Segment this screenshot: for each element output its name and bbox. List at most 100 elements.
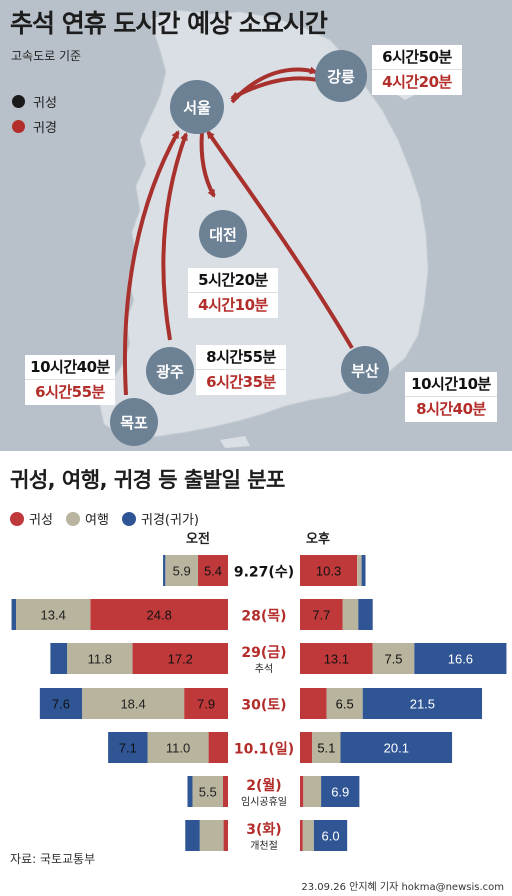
city-daejeon: 대전 — [199, 210, 247, 258]
tick-label: 3(화) — [246, 822, 281, 838]
bar-pm-homecoming — [300, 688, 327, 719]
bar-pm-return — [340, 732, 453, 763]
chart-legend-travel: 여행 — [66, 509, 109, 528]
data-label: 7.1 — [119, 741, 137, 756]
chart-title: 귀성, 여행, 귀경 등 출발일 분포 — [10, 468, 285, 492]
data-label: 5.4 — [204, 564, 222, 579]
bar-am-return — [163, 555, 166, 586]
data-label: 5.9 — [173, 564, 191, 579]
bar-am-travel — [199, 820, 224, 851]
bar-am-return — [108, 732, 148, 763]
bar-pm-travel — [326, 688, 363, 719]
chart-legend-return: 귀경(귀가) — [122, 509, 199, 528]
data-label: 5.1 — [317, 741, 335, 756]
tick-note: 개천절 — [250, 839, 278, 852]
bar-pm-return — [321, 776, 360, 807]
bar-am-homecoming — [90, 599, 228, 630]
bar-pm-homecoming — [300, 732, 313, 763]
data-label: 17.2 — [168, 652, 193, 667]
return-time: 4시간20분 — [382, 73, 452, 91]
bar-am-homecoming — [223, 820, 228, 851]
bar-am-homecoming — [184, 688, 228, 719]
data-label: 20.1 — [384, 741, 409, 756]
legend-label: 귀성 — [29, 513, 53, 528]
bar-pm-return — [313, 820, 348, 851]
data-label: 11.8 — [88, 652, 112, 667]
bar-am-homecoming — [208, 732, 228, 763]
data-label: 6.5 — [336, 697, 354, 712]
tick-note: 임시공휴일 — [241, 795, 287, 808]
bar-pm-homecoming — [300, 599, 343, 630]
homecoming-time: 5시간20분 — [188, 268, 278, 293]
page-subtitle: 고속도로 기준 — [11, 49, 82, 63]
time-box-mokpo: 10시간40분 6시간55분 — [25, 355, 115, 405]
legend-dot-icon — [12, 95, 25, 108]
legend-swatch-icon — [122, 511, 136, 526]
data-label: 6.0 — [321, 829, 339, 844]
data-label: 11.0 — [166, 741, 190, 756]
legend-label: 귀경(귀가) — [141, 513, 199, 528]
legend-swatch-icon — [10, 511, 24, 526]
bar-am-travel — [67, 643, 133, 674]
tick-label: 28(목) — [241, 609, 286, 625]
time-box-gwangju: 8시간55분 6시간35분 — [196, 345, 286, 395]
credit-line: 23.09.26 안지혜 기자 hokma@newsis.com — [301, 882, 504, 893]
bar-am-travel — [82, 688, 185, 719]
bar-am-homecoming — [223, 776, 228, 807]
bar-am-homecoming — [132, 643, 228, 674]
bar-pm-travel — [342, 599, 359, 630]
homecoming-time: 10시간10분 — [405, 372, 497, 397]
legend-label: 귀성 — [33, 96, 57, 111]
bar-pm-travel — [302, 820, 314, 851]
homecoming-time: 10시간40분 — [25, 355, 115, 380]
bar-am-return — [39, 688, 83, 719]
bar-am-homecoming — [198, 555, 228, 586]
tick-label: 29(금) — [241, 645, 286, 661]
data-label: 7.5 — [384, 652, 402, 667]
data-label: 7.6 — [52, 697, 70, 712]
map-panel: 추석 연휴 도시간 예상 소요시간 고속도로 기준 귀성 귀경 서울 강릉 대전… — [0, 0, 512, 451]
tick-label: 10.1(일) — [234, 742, 294, 758]
data-label: 16.6 — [448, 652, 473, 667]
tick-label: 30(토) — [241, 698, 286, 714]
tick-label: 9.27(수) — [234, 565, 294, 581]
return-time: 4시간10분 — [198, 296, 268, 314]
page-title: 추석 연휴 도시간 예상 소요시간 — [10, 9, 328, 38]
return-time: 6시간55분 — [35, 383, 105, 401]
bar-pm-return — [358, 599, 373, 630]
bar-pm-homecoming — [300, 555, 358, 586]
legend-label: 여행 — [85, 513, 109, 528]
bar-am-travel — [165, 555, 199, 586]
bar-pm-travel — [303, 776, 322, 807]
data-label: 18.4 — [120, 697, 145, 712]
city-seoul: 서울 — [170, 80, 224, 134]
data-label: 24.8 — [147, 608, 172, 623]
data-label: 10.3 — [316, 564, 341, 579]
bar-pm-homecoming — [300, 776, 304, 807]
bar-pm-travel — [357, 555, 362, 586]
data-label: 13.1 — [324, 652, 349, 667]
bar-am-travel — [147, 732, 209, 763]
return-time: 6시간35분 — [206, 373, 276, 391]
data-label: 5.5 — [199, 785, 217, 800]
column-label-am: 오전 — [186, 532, 210, 547]
homecoming-time: 6시간50분 — [372, 45, 462, 70]
bar-am-return — [50, 643, 68, 674]
route-gwangju — [161, 132, 188, 341]
bar-pm-return — [362, 688, 483, 719]
data-label: 21.5 — [410, 697, 435, 712]
city-gwangju: 광주 — [146, 347, 194, 395]
bar-am-travel — [192, 776, 224, 807]
time-box-busan: 10시간10분 8시간40분 — [405, 372, 497, 422]
route-busan — [206, 130, 354, 350]
bar-pm-travel — [372, 643, 415, 674]
time-box-daejeon: 5시간20분 4시간10분 — [188, 268, 278, 318]
legend-dot-icon — [12, 120, 25, 133]
legend-return: 귀경 — [12, 117, 57, 136]
legend-homecoming: 귀성 — [12, 92, 57, 111]
route-daejeon — [199, 131, 216, 198]
city-mokpo: 목포 — [110, 398, 158, 446]
homecoming-time: 8시간55분 — [196, 345, 286, 370]
data-label: 7.9 — [197, 697, 215, 712]
